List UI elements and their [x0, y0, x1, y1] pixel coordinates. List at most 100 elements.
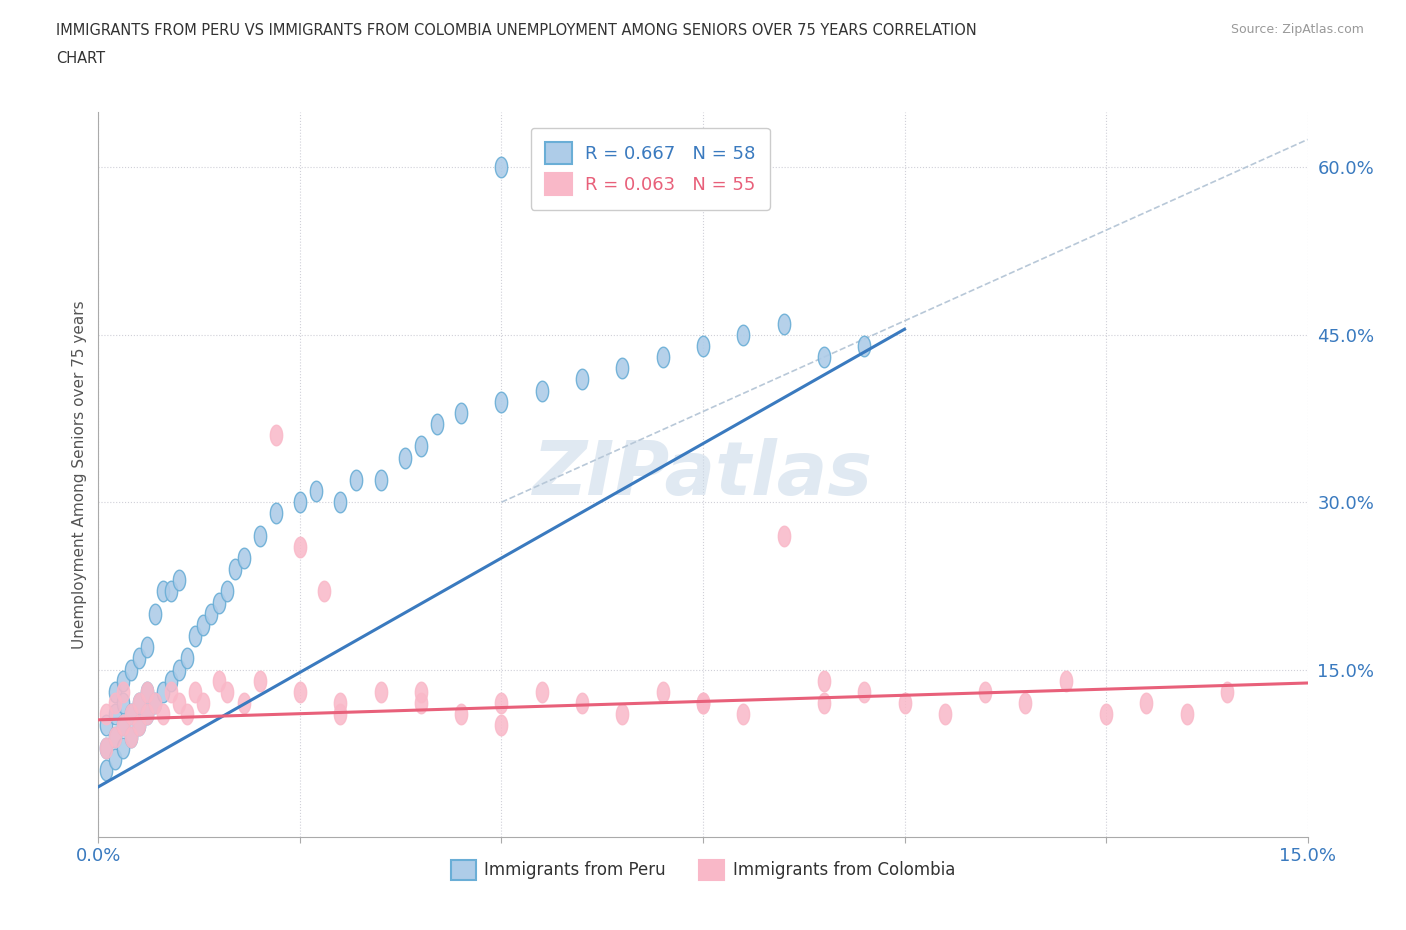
Point: [217, 684, 239, 699]
Point: [135, 684, 157, 699]
Point: [813, 696, 835, 711]
Point: [193, 618, 215, 632]
Text: IMMIGRANTS FROM PERU VS IMMIGRANTS FROM COLOMBIA UNEMPLOYMENT AMONG SENIORS OVER: IMMIGRANTS FROM PERU VS IMMIGRANTS FROM …: [56, 23, 977, 38]
Point: [232, 551, 254, 565]
Point: [329, 707, 352, 722]
Point: [143, 696, 166, 711]
Point: [152, 584, 174, 599]
Point: [111, 740, 134, 755]
Point: [288, 539, 311, 554]
Point: [160, 673, 183, 688]
Point: [96, 740, 118, 755]
Point: [103, 729, 125, 744]
Point: [612, 361, 634, 376]
Point: [853, 339, 876, 353]
Point: [111, 696, 134, 711]
Legend: Immigrants from Peru, Immigrants from Colombia: Immigrants from Peru, Immigrants from Co…: [444, 853, 962, 886]
Point: [167, 662, 190, 677]
Point: [329, 696, 352, 711]
Point: [128, 718, 150, 733]
Point: [612, 707, 634, 722]
Point: [772, 528, 794, 543]
Point: [651, 684, 673, 699]
Point: [208, 673, 231, 688]
Point: [120, 707, 142, 722]
Point: [692, 339, 714, 353]
Point: [344, 472, 367, 487]
Point: [128, 651, 150, 666]
Point: [571, 696, 593, 711]
Point: [232, 696, 254, 711]
Point: [224, 562, 246, 577]
Point: [264, 506, 287, 521]
Point: [409, 684, 432, 699]
Point: [314, 584, 336, 599]
Point: [1014, 696, 1036, 711]
Point: [409, 696, 432, 711]
Point: [152, 684, 174, 699]
Point: [853, 684, 876, 699]
Point: [1216, 684, 1239, 699]
Point: [288, 495, 311, 510]
Point: [1054, 673, 1077, 688]
Point: [111, 718, 134, 733]
Point: [120, 729, 142, 744]
Point: [128, 718, 150, 733]
Point: [893, 696, 915, 711]
Point: [176, 707, 198, 722]
Point: [249, 673, 271, 688]
Point: [450, 405, 472, 420]
Point: [934, 707, 956, 722]
Point: [128, 696, 150, 711]
Point: [143, 606, 166, 621]
Point: [152, 707, 174, 722]
Point: [394, 450, 416, 465]
Point: [288, 684, 311, 699]
Point: [120, 729, 142, 744]
Point: [733, 327, 755, 342]
Point: [103, 729, 125, 744]
Point: [571, 372, 593, 387]
Point: [128, 696, 150, 711]
Point: [193, 696, 215, 711]
Point: [143, 696, 166, 711]
Point: [111, 718, 134, 733]
Point: [813, 673, 835, 688]
Point: [264, 428, 287, 443]
Y-axis label: Unemployment Among Seniors over 75 years: Unemployment Among Seniors over 75 years: [72, 300, 87, 648]
Point: [96, 740, 118, 755]
Point: [974, 684, 997, 699]
Point: [103, 751, 125, 766]
Point: [135, 640, 157, 655]
Point: [103, 684, 125, 699]
Point: [120, 707, 142, 722]
Point: [692, 696, 714, 711]
Point: [96, 707, 118, 722]
Point: [1135, 696, 1157, 711]
Point: [530, 383, 553, 398]
Text: Source: ZipAtlas.com: Source: ZipAtlas.com: [1230, 23, 1364, 36]
Point: [813, 350, 835, 365]
Point: [103, 707, 125, 722]
Point: [692, 696, 714, 711]
Point: [176, 651, 198, 666]
Point: [111, 673, 134, 688]
Point: [450, 707, 472, 722]
Point: [772, 316, 794, 331]
Point: [135, 707, 157, 722]
Point: [1095, 707, 1118, 722]
Point: [135, 707, 157, 722]
Point: [491, 394, 513, 409]
Point: [491, 696, 513, 711]
Point: [370, 684, 392, 699]
Point: [167, 573, 190, 588]
Point: [733, 707, 755, 722]
Point: [1175, 707, 1198, 722]
Point: [329, 495, 352, 510]
Point: [491, 718, 513, 733]
Point: [651, 350, 673, 365]
Point: [184, 629, 207, 644]
Point: [249, 528, 271, 543]
Point: [120, 662, 142, 677]
Point: [491, 160, 513, 175]
